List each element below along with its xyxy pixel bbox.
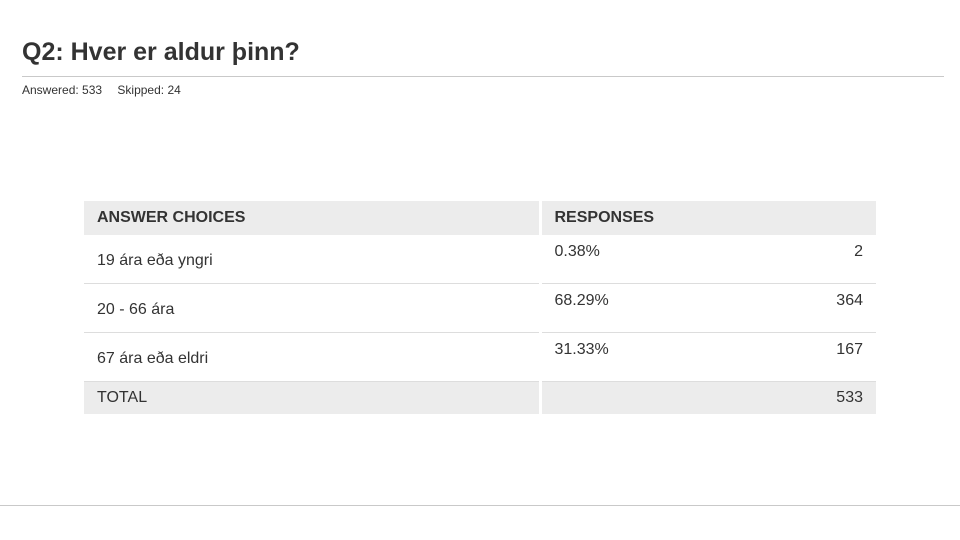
table-header-row: ANSWER CHOICES RESPONSES — [84, 201, 876, 235]
answer-choice: 67 ára eða eldri — [84, 332, 540, 382]
total-count: 533 — [538, 381, 876, 414]
response-count: 364 — [836, 292, 863, 309]
total-row: TOTAL 533 — [84, 381, 876, 414]
response-stats: Answered: 533 Skipped: 24 — [22, 83, 181, 97]
response-cell: 31.33% 167 — [538, 332, 876, 382]
title-divider — [22, 76, 944, 77]
footer-divider — [0, 505, 960, 506]
answer-choice: 20 - 66 ára — [84, 283, 540, 333]
response-cell: 0.38% 2 — [538, 235, 876, 284]
responses-header: RESPONSES — [538, 201, 876, 235]
table-row: 20 - 66 ára 68.29% 364 — [84, 283, 876, 333]
response-cell: 68.29% 364 — [538, 283, 876, 333]
total-label: TOTAL — [84, 381, 540, 414]
results-table: ANSWER CHOICES RESPONSES 19 ára eða yngr… — [84, 201, 876, 414]
table-row: 67 ára eða eldri 31.33% 167 — [84, 332, 876, 382]
response-percent: 68.29% — [554, 292, 609, 309]
table-row: 19 ára eða yngri 0.38% 2 — [84, 235, 876, 284]
response-count: 2 — [854, 243, 863, 260]
response-percent: 31.33% — [554, 341, 609, 358]
answer-choice: 19 ára eða yngri — [84, 235, 540, 284]
response-count: 167 — [836, 341, 863, 358]
skipped-count: Skipped: 24 — [117, 83, 181, 97]
answer-choices-header: ANSWER CHOICES — [84, 201, 540, 235]
answered-count: Answered: 533 — [22, 83, 103, 97]
response-percent: 0.38% — [554, 243, 600, 260]
question-title: Q2: Hver er aldur þinn? — [22, 38, 300, 66]
